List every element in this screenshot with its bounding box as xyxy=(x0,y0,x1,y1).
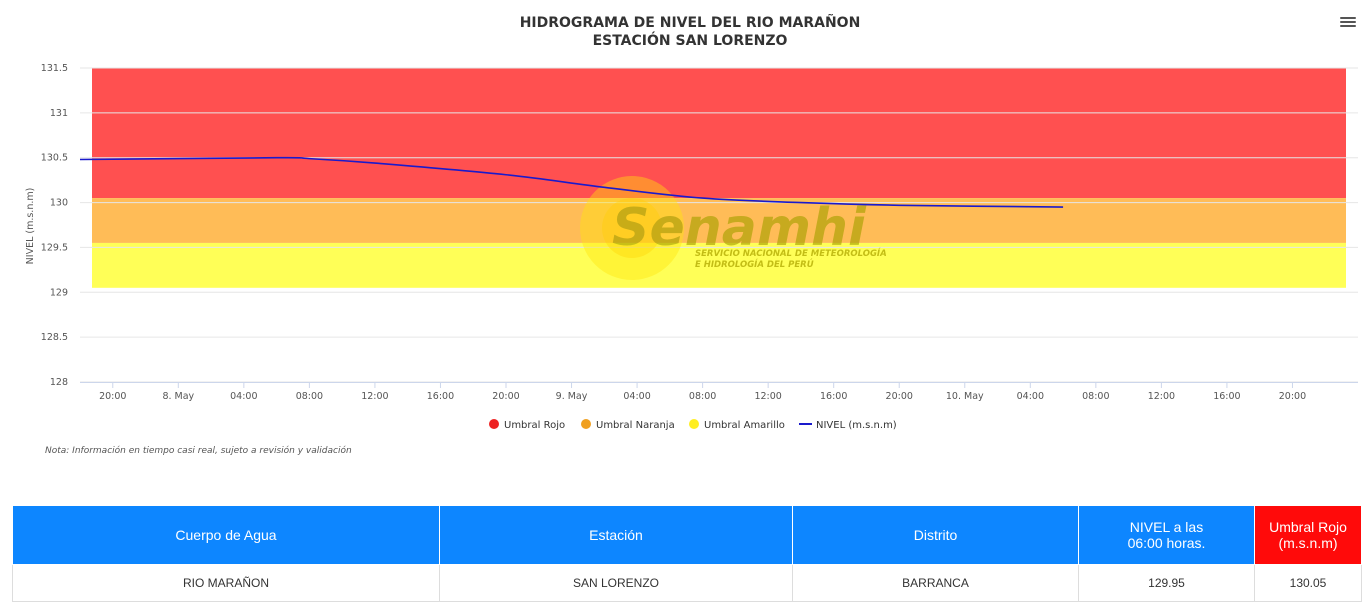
x-tick-label: 04:00 xyxy=(623,391,650,402)
watermark-line2: E HIDROLOGÍA DEL PERÚ xyxy=(695,258,814,270)
series-layer xyxy=(79,156,1064,208)
watermark-brand: Senamhi xyxy=(612,198,867,258)
legend: Umbral Rojo Umbral Naranja Umbral Amarillo… xyxy=(489,419,897,431)
x-tick-label: 9. May xyxy=(556,391,588,402)
hamburger-menu-icon[interactable] xyxy=(1340,17,1356,33)
legend-label: Umbral Rojo xyxy=(504,420,565,431)
axes: 128 128.5 129 129.5 130 130.5 131 131.5 20:00 8. … xyxy=(41,63,1358,402)
cell-distrito: BARRANCA xyxy=(792,564,1079,602)
threshold-bands xyxy=(92,68,1346,288)
x-tick-label: 16:00 xyxy=(1213,391,1240,402)
band-umbral-naranja xyxy=(92,198,1346,243)
hydrograph-chart: HIDROGRAMA DE NIVEL DEL RIO MARAÑON ESTA… xyxy=(25,14,1358,456)
header-nivel: NIVEL a las 06:00 horas. xyxy=(1078,505,1255,565)
header-distrito: Distrito xyxy=(792,505,1079,565)
x-tick-label: 20:00 xyxy=(492,391,519,402)
station-info-table: Cuerpo de Agua Estación Distrito NIVEL a… xyxy=(12,505,1362,602)
table-row: RIO MARAÑON SAN LORENZO BARRANCA 129.95 … xyxy=(12,564,1362,602)
sun-logo-icon xyxy=(580,176,684,280)
y-tick-label: 128.5 xyxy=(41,332,68,343)
note-text: Nota: Información en tiempo casi real, s… xyxy=(45,445,352,456)
cell-cuerpo-de-agua: RIO MARAÑON xyxy=(12,564,440,602)
legend-label: Umbral Amarillo xyxy=(704,420,785,431)
chart-subtitle: ESTACIÓN SAN LORENZO xyxy=(593,31,788,49)
header-cuerpo-de-agua: Cuerpo de Agua xyxy=(12,505,440,565)
y-axis-title: NIVEL (m.s.n.m) xyxy=(25,188,36,265)
y-tick-label: 130.5 xyxy=(41,153,68,164)
y-tick-label: 131.5 xyxy=(41,63,68,74)
chart-title: HIDROGRAMA DE NIVEL DEL RIO MARAÑON xyxy=(520,14,861,31)
x-tick-label: 12:00 xyxy=(361,391,388,402)
series-line-nivel xyxy=(79,156,1064,208)
x-tick-label: 12:00 xyxy=(754,391,781,402)
x-tick-label: 20:00 xyxy=(99,391,126,402)
table-header-row: Cuerpo de Agua Estación Distrito NIVEL a… xyxy=(12,505,1362,565)
x-tick-label: 8. May xyxy=(162,391,194,402)
legend-label: NIVEL (m.s.n.m) xyxy=(816,420,897,431)
legend-symbol xyxy=(489,419,499,429)
cell-estacion: SAN LORENZO xyxy=(439,564,793,602)
legend-item-umbral-rojo[interactable]: Umbral Rojo xyxy=(489,419,565,431)
x-tick-label: 10. May xyxy=(946,391,984,402)
y-tick-label: 130 xyxy=(50,198,68,209)
legend-item-umbral-naranja[interactable]: Umbral Naranja xyxy=(581,419,675,431)
cell-umbral-rojo: 130.05 xyxy=(1254,564,1362,602)
watermark-line1: SERVICIO NACIONAL DE METEOROLOGÍA xyxy=(695,247,887,259)
header-nivel-line2: 06:00 horas. xyxy=(1127,535,1206,551)
legend-symbol xyxy=(581,419,591,429)
cell-nivel: 129.95 xyxy=(1078,564,1255,602)
legend-item-nivel-m-s-n-m[interactable]: NIVEL (m.s.n.m) xyxy=(799,420,897,431)
y-tick-label: 128 xyxy=(50,377,68,388)
x-tick-label: 12:00 xyxy=(1148,391,1175,402)
x-tick-label: 04:00 xyxy=(1017,391,1044,402)
x-tick-label: 04:00 xyxy=(230,391,257,402)
legend-symbol xyxy=(689,419,699,429)
x-tick-label: 20:00 xyxy=(1279,391,1306,402)
x-tick-label: 08:00 xyxy=(689,391,716,402)
band-umbral-rojo xyxy=(92,68,1346,199)
x-tick-label: 20:00 xyxy=(886,391,913,402)
header-nivel-line1: NIVEL a las xyxy=(1129,519,1204,535)
y-tick-label: 129.5 xyxy=(41,242,68,253)
legend-label: Umbral Naranja xyxy=(596,420,675,431)
y-tick-label: 131 xyxy=(50,108,68,119)
x-tick-label: 08:00 xyxy=(1082,391,1109,402)
chart-container: HIDROGRAMA DE NIVEL DEL RIO MARAÑON ESTA… xyxy=(25,14,1358,456)
senamhi-watermark: Senamhi SERVICIO NACIONAL DE METEOROLOGÍ… xyxy=(580,176,887,280)
x-tick-label: 08:00 xyxy=(296,391,323,402)
legend-item-umbral-amarillo[interactable]: Umbral Amarillo xyxy=(689,419,785,431)
header-umbral-rojo: Umbral Rojo (m.s.n.m) xyxy=(1254,505,1362,565)
band-umbral-amarillo xyxy=(92,242,1346,288)
header-estacion: Estación xyxy=(439,505,793,565)
x-tick-label: 16:00 xyxy=(820,391,847,402)
x-tick-label: 16:00 xyxy=(427,391,454,402)
y-tick-label: 129 xyxy=(50,287,68,298)
